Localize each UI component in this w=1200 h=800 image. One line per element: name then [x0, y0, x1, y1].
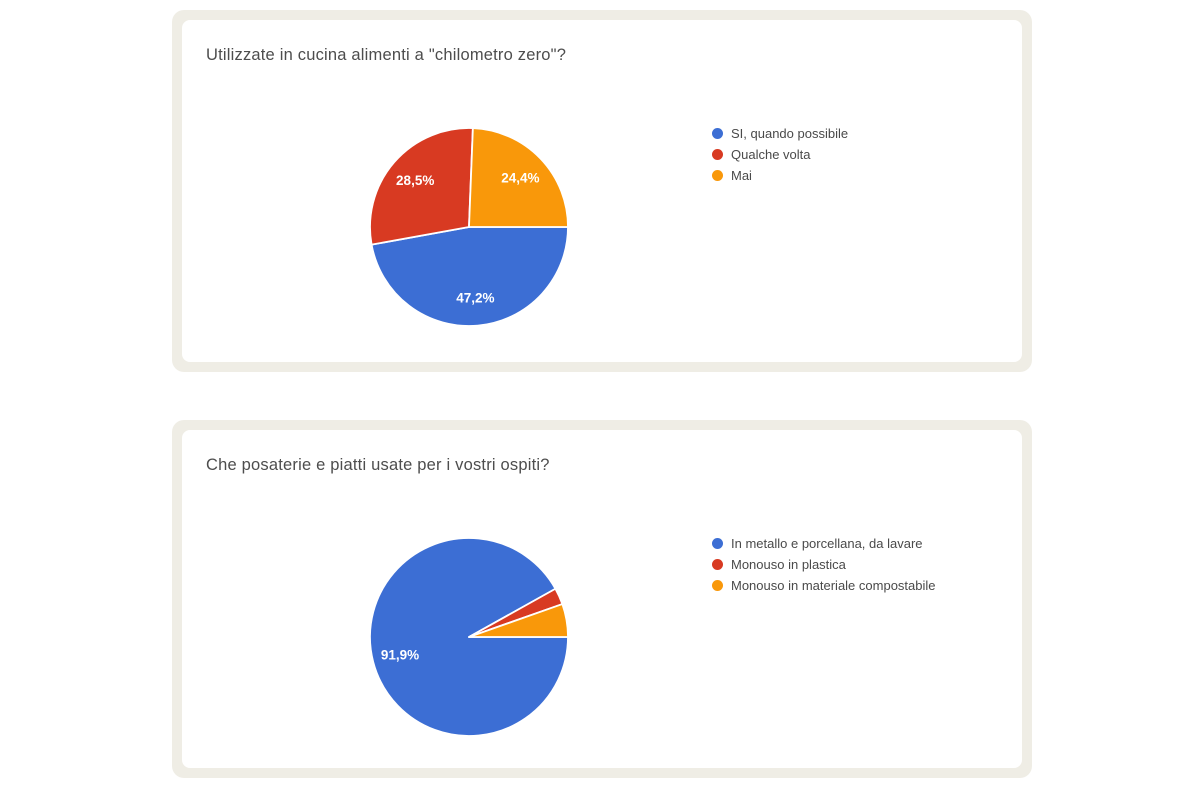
legend-label: Qualche volta [731, 147, 811, 162]
legend-label: SI, quando possibile [731, 126, 849, 141]
legend-item: Monouso in plastica [712, 554, 936, 575]
legend-dot-icon [712, 580, 723, 591]
legend-dot-icon [712, 170, 723, 181]
question-card-frame: Che posaterie e piatti usate per i vostr… [172, 420, 1032, 778]
slice-percent-label: 91,9% [381, 648, 419, 663]
legend-item: Mai [712, 165, 848, 186]
legend-label: In metallo e porcellana, da lavare [731, 536, 923, 551]
legend-item: Qualche volta [712, 144, 848, 165]
chart-legend: SI, quando possibile Qualche volta Mai [712, 123, 848, 186]
question-title: Utilizzate in cucina alimenti a "chilome… [206, 46, 567, 64]
question-title: Che posaterie e piatti usate per i vostr… [206, 456, 550, 474]
question-card: Che posaterie e piatti usate per i vostr… [182, 430, 1022, 768]
legend-label: Monouso in materiale compostabile [731, 578, 936, 593]
slice-percent-label: 28,5% [396, 173, 434, 188]
legend-item: Monouso in materiale compostabile [712, 575, 936, 596]
pie-chart-container: 91,9% [359, 527, 579, 747]
slice-percent-label: 47,2% [456, 291, 494, 306]
legend-label: Monouso in plastica [731, 557, 846, 572]
pie-chart-container: 47,2% 28,5% 24,4% [359, 117, 579, 337]
pie-slice-2[interactable] [468, 127, 569, 228]
legend-dot-icon [712, 128, 723, 139]
pie-chart: 91,9% [369, 537, 569, 737]
pie-slice-2[interactable] [468, 603, 569, 638]
question-card: Utilizzate in cucina alimenti a "chilome… [182, 20, 1022, 362]
legend-label: Mai [731, 168, 752, 183]
legend-dot-icon [712, 538, 723, 549]
chart-legend: In metallo e porcellana, da lavare Monous… [712, 533, 936, 596]
pie-slice-0[interactable] [370, 226, 569, 327]
pie-chart: 47,2% 28,5% 24,4% [369, 127, 569, 327]
slice-percent-label: 24,4% [501, 170, 539, 185]
question-card-frame: Utilizzate in cucina alimenti a "chilome… [172, 10, 1032, 372]
legend-item: SI, quando possibile [712, 123, 848, 144]
legend-dot-icon [712, 559, 723, 570]
legend-item: In metallo e porcellana, da lavare [712, 533, 936, 554]
pie-slice-1[interactable] [369, 127, 474, 246]
legend-dot-icon [712, 149, 723, 160]
